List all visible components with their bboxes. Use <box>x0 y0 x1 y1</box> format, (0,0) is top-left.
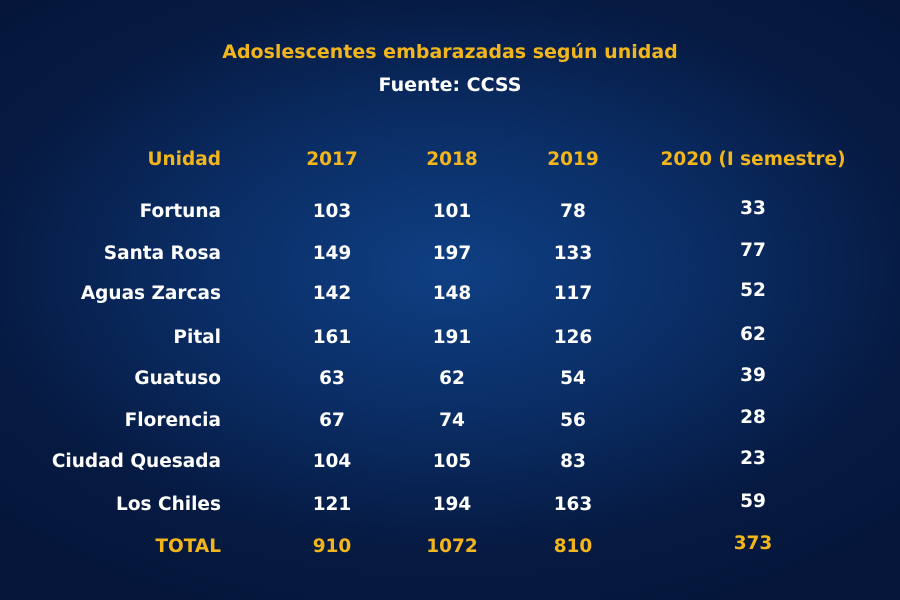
table-cell: 101 <box>432 201 472 222</box>
table-title: Adoslescentes embarazadas según unidad <box>222 41 678 63</box>
column-header: 2019 <box>547 149 599 170</box>
row-label: Guatuso <box>134 368 221 389</box>
row-label: Florencia <box>124 410 221 431</box>
total-cell: 373 <box>733 533 773 554</box>
row-label: Santa Rosa <box>103 243 221 264</box>
table-cell: 63 <box>319 368 345 389</box>
table-cell: 142 <box>312 283 352 304</box>
row-label: Pital <box>173 327 221 348</box>
table-cell: 197 <box>432 243 472 264</box>
table-cell: 78 <box>560 201 586 222</box>
table-cell: 67 <box>319 410 345 431</box>
table-cell: 39 <box>740 365 766 386</box>
table-cell: 161 <box>312 327 352 348</box>
table-cell: 191 <box>432 327 472 348</box>
column-header: 2020 (I semestre) <box>660 149 846 170</box>
total-cell: 810 <box>553 536 593 557</box>
total-label: TOTAL <box>155 536 221 557</box>
table-cell: 52 <box>740 280 766 301</box>
total-cell: 910 <box>312 536 352 557</box>
table-cell: 62 <box>439 368 465 389</box>
table-cell: 148 <box>432 283 472 304</box>
column-header: 2017 <box>306 149 358 170</box>
table-cell: 163 <box>553 494 593 515</box>
table-cell: 133 <box>553 243 593 264</box>
total-cell: 1072 <box>426 536 478 557</box>
table-cell: 56 <box>560 410 586 431</box>
table-cell: 59 <box>740 491 766 512</box>
table-cell: 194 <box>432 494 472 515</box>
row-label: Ciudad Quesada <box>51 451 221 472</box>
table-cell: 103 <box>312 201 352 222</box>
table-cell: 104 <box>312 451 352 472</box>
row-label: Aguas Zarcas <box>80 283 221 304</box>
table-cell: 149 <box>312 243 352 264</box>
column-header-unidad: Unidad <box>147 149 221 170</box>
table-cell: 77 <box>740 240 766 261</box>
table-cell: 121 <box>312 494 352 515</box>
table-cell: 117 <box>553 283 593 304</box>
column-header: 2018 <box>426 149 478 170</box>
table-cell: 126 <box>553 327 593 348</box>
table-cell: 54 <box>560 368 586 389</box>
table-cell: 23 <box>740 448 766 469</box>
table-cell: 33 <box>740 198 766 219</box>
table-cell: 28 <box>740 407 766 428</box>
row-label: Fortuna <box>139 201 221 222</box>
table-source: Fuente: CCSS <box>378 74 522 96</box>
table-cell: 83 <box>560 451 586 472</box>
table-cell: 105 <box>432 451 472 472</box>
table-cell: 74 <box>439 410 465 431</box>
row-label: Los Chiles <box>116 494 221 515</box>
table-cell: 62 <box>740 324 766 345</box>
